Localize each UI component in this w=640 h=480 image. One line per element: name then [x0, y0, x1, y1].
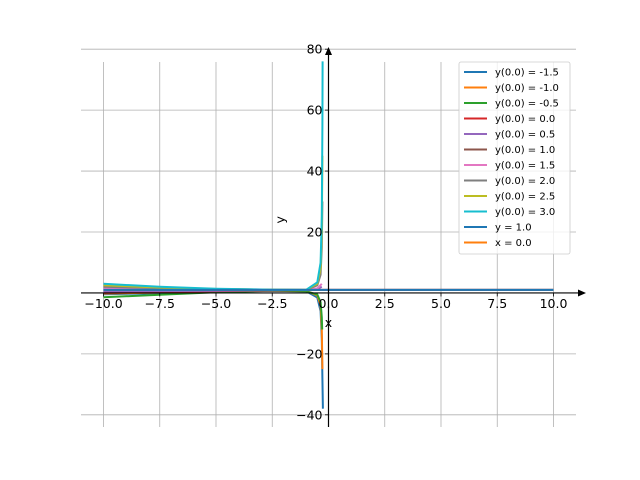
legend-label-4: y(0.0) = 0.5 — [495, 130, 555, 141]
x-tick-label: 2.5 — [375, 296, 395, 311]
y-tick-label: 20 — [307, 225, 323, 240]
x-tick-label: 7.5 — [487, 296, 507, 311]
series-line-7 — [103, 201, 324, 291]
legend-label-6: y(0.0) = 1.5 — [495, 161, 555, 172]
axes — [81, 47, 586, 427]
legend: y(0.0) = -1.5 y(0.0) = -1.0 y(0.0) = -0.5 y… — [458, 61, 571, 255]
y-tick-label: 80 — [307, 42, 323, 57]
x-tick-label: 0.0 — [319, 296, 339, 311]
legend-label-3: y(0.0) = 0.0 — [495, 114, 555, 125]
legend-label-10: y = 1.0 — [495, 223, 532, 234]
x-axis-arrow — [578, 289, 586, 297]
legend-label-7: y(0.0) = 2.0 — [495, 176, 555, 187]
x-tick-label: −5.0 — [201, 296, 231, 311]
legend-label-11: x = 0.0 — [495, 238, 532, 249]
x-tick-label: 10.0 — [540, 296, 568, 311]
series-line-8 — [103, 155, 324, 291]
legend-label-1: y(0.0) = -1.0 — [495, 83, 559, 94]
y-axis-label: y — [273, 216, 288, 224]
legend-box — [458, 61, 571, 255]
x-tick-label: 5.0 — [431, 296, 451, 311]
x-axis-label: x — [325, 315, 332, 330]
series-line-2 — [103, 289, 324, 330]
y-tick-label: 40 — [307, 164, 323, 179]
y-tick-label: 60 — [307, 103, 323, 118]
series-line-9 — [103, 61, 324, 291]
series-lines — [103, 61, 554, 409]
legend-label-5: y(0.0) = 1.0 — [495, 145, 555, 156]
y-tick-label: −40 — [296, 407, 322, 422]
legend-label-9: y(0.0) = 3.0 — [495, 207, 555, 218]
y-tick-label: −20 — [296, 346, 322, 361]
legend-label-0: y(0.0) = -1.5 — [495, 68, 559, 79]
legend-label-8: y(0.0) = 2.5 — [495, 192, 555, 203]
x-tick-label: −10.0 — [84, 296, 122, 311]
legend-label-2: y(0.0) = -0.5 — [495, 99, 559, 110]
y-axis-arrow — [325, 47, 332, 55]
x-tick-label: −7.5 — [145, 296, 175, 311]
x-tick-label: −2.5 — [257, 296, 287, 311]
tick-labels: −10.0 −7.5 −5.0 −2.5 0.0 2.5 5.0 7.5 10.0 −40 −20 2… — [84, 42, 567, 423]
